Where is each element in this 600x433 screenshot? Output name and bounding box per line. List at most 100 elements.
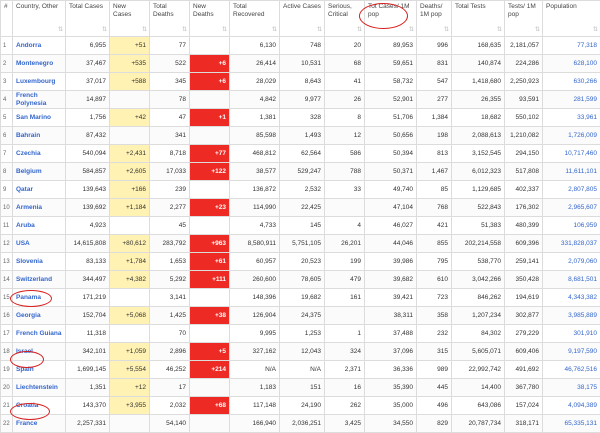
- country-link[interactable]: Liechtenstein: [16, 384, 58, 391]
- country-link[interactable]: Armenia: [16, 204, 42, 211]
- country-link[interactable]: Israel: [16, 348, 33, 355]
- country-link[interactable]: Slovenia: [16, 258, 43, 265]
- sort-arrows-icon[interactable]: ⇅: [142, 26, 147, 34]
- sort-arrows-icon[interactable]: ⇅: [272, 26, 277, 34]
- column-header-tot-cases-1m[interactable]: Tot Cases/ 1M pop⇅: [365, 1, 417, 37]
- country-link[interactable]: Montenegro: [16, 60, 53, 67]
- sort-arrows-icon[interactable]: ⇅: [102, 26, 107, 34]
- cell-serious-critical: 324: [325, 343, 365, 361]
- country-link[interactable]: Belgium: [16, 168, 42, 175]
- cell-country[interactable]: Montenegro: [13, 55, 66, 73]
- country-link[interactable]: San Marino: [16, 114, 51, 121]
- column-header-label: Deaths/ 1M pop: [420, 3, 442, 18]
- sort-arrows-icon[interactable]: ⇅: [444, 26, 449, 34]
- country-link[interactable]: French Polynesia: [16, 92, 46, 107]
- cell-country[interactable]: Qatar: [13, 181, 66, 199]
- cell-country[interactable]: Liechtenstein: [13, 379, 66, 397]
- country-link[interactable]: Bahrain: [16, 132, 40, 139]
- country-link[interactable]: Panama: [16, 294, 41, 301]
- sort-arrows-icon[interactable]: ⇅: [357, 26, 362, 34]
- cell-country[interactable]: Aruba: [13, 217, 66, 235]
- country-link[interactable]: Georgia: [16, 312, 41, 319]
- cell-country[interactable]: Luxembourg: [13, 73, 66, 91]
- cell-country[interactable]: Switzerland: [13, 271, 66, 289]
- country-link[interactable]: Spain: [16, 366, 34, 373]
- column-header-population[interactable]: Population⇅: [543, 1, 600, 37]
- country-link[interactable]: Andorra: [16, 42, 41, 49]
- cell-deaths-1m: 232: [417, 325, 452, 343]
- column-header-total-cases[interactable]: Total Cases⇅: [66, 1, 110, 37]
- column-header-tests-1m[interactable]: Tests/ 1M pop⇅: [505, 1, 543, 37]
- cell-total-deaths: 46,252: [150, 361, 190, 379]
- country-link[interactable]: Luxembourg: [16, 78, 55, 85]
- cell-tests-1m: 402,337: [505, 181, 543, 199]
- sort-arrows-icon[interactable]: ⇅: [497, 26, 502, 34]
- column-header-new-cases[interactable]: New Cases⇅: [110, 1, 150, 37]
- cell-active-cases: 2,036,251: [280, 415, 325, 433]
- column-header-deaths-1m[interactable]: Deaths/ 1M pop⇅: [417, 1, 452, 37]
- cell-total-deaths: 8,718: [150, 145, 190, 163]
- country-link[interactable]: French Guiana: [16, 330, 62, 337]
- sort-arrows-icon[interactable]: ⇅: [222, 26, 227, 34]
- column-header-serious-critical[interactable]: Serious, Critical⇅: [325, 1, 365, 37]
- cell-total-recovered: 1,381: [230, 109, 280, 127]
- cell-country[interactable]: French Guiana: [13, 325, 66, 343]
- cell-new-deaths: [190, 91, 230, 109]
- column-header-total-recovered[interactable]: Total Recovered⇅: [230, 1, 280, 37]
- sort-arrows-icon[interactable]: ⇅: [409, 26, 414, 34]
- cell-total-tests: 1,207,234: [452, 307, 505, 325]
- cell-population: 630,266: [543, 73, 600, 91]
- cell-country[interactable]: Spain: [13, 361, 66, 379]
- cell-active-cases: 529,247: [280, 163, 325, 181]
- cell-country[interactable]: Israel: [13, 343, 66, 361]
- cell-active-cases: 20,523: [280, 253, 325, 271]
- cell-country[interactable]: USA: [13, 235, 66, 253]
- cell-tests-1m: 480,399: [505, 217, 543, 235]
- cell-country[interactable]: French Polynesia: [13, 91, 66, 109]
- cell-country[interactable]: Slovenia: [13, 253, 66, 271]
- column-header-total-deaths[interactable]: Total Deaths⇅: [150, 1, 190, 37]
- cell-country[interactable]: Armenia: [13, 199, 66, 217]
- country-link[interactable]: Croatia: [16, 402, 38, 409]
- cell-country[interactable]: France: [13, 415, 66, 433]
- column-header-country[interactable]: Country, Other⇅: [13, 1, 66, 37]
- cell-population: 4,343,382: [543, 289, 600, 307]
- country-link[interactable]: USA: [16, 240, 30, 247]
- cell-new-cases: +3,955: [110, 397, 150, 415]
- cell-country[interactable]: Panama: [13, 289, 66, 307]
- cell-total-cases: 87,432: [66, 127, 110, 145]
- cell-population: 2,807,805: [543, 181, 600, 199]
- cell-new-cases: +42: [110, 109, 150, 127]
- cell-country[interactable]: Andorra: [13, 37, 66, 55]
- cell-total-deaths: 45: [150, 217, 190, 235]
- column-header-new-deaths[interactable]: New Deaths⇅: [190, 1, 230, 37]
- cell-total-deaths: 5,292: [150, 271, 190, 289]
- cell-deaths-1m: 813: [417, 145, 452, 163]
- cell-new-cases: +5,554: [110, 361, 150, 379]
- country-link[interactable]: Czechia: [16, 150, 41, 157]
- cell-country[interactable]: Belgium: [13, 163, 66, 181]
- cell-total-cases: 11,318: [66, 325, 110, 343]
- cell-num: 19: [1, 361, 13, 379]
- column-header-total-tests[interactable]: Total Tests⇅: [452, 1, 505, 37]
- column-header-active-cases[interactable]: Active Cases⇅: [280, 1, 325, 37]
- sort-arrows-icon[interactable]: ⇅: [58, 26, 63, 34]
- header-row: #Country, Other⇅Total Cases⇅New Cases⇅To…: [1, 1, 600, 37]
- cell-country[interactable]: Czechia: [13, 145, 66, 163]
- cell-country[interactable]: Croatia: [13, 397, 66, 415]
- cell-serious-critical: 1: [325, 325, 365, 343]
- country-link[interactable]: Qatar: [16, 186, 33, 193]
- sort-arrows-icon[interactable]: ⇅: [182, 26, 187, 34]
- cell-country[interactable]: Georgia: [13, 307, 66, 325]
- cell-country[interactable]: San Marino: [13, 109, 66, 127]
- sort-arrows-icon[interactable]: ⇅: [593, 26, 598, 34]
- sort-arrows-icon[interactable]: ⇅: [317, 26, 322, 34]
- cell-population: 11,611,101: [543, 163, 600, 181]
- country-link[interactable]: Aruba: [16, 222, 35, 229]
- country-link[interactable]: Switzerland: [16, 276, 52, 283]
- column-header-num[interactable]: #: [1, 1, 13, 37]
- cell-tot-cases-1m: 50,371: [365, 163, 417, 181]
- cell-deaths-1m: 855: [417, 235, 452, 253]
- sort-arrows-icon[interactable]: ⇅: [535, 26, 540, 34]
- cell-country[interactable]: Bahrain: [13, 127, 66, 145]
